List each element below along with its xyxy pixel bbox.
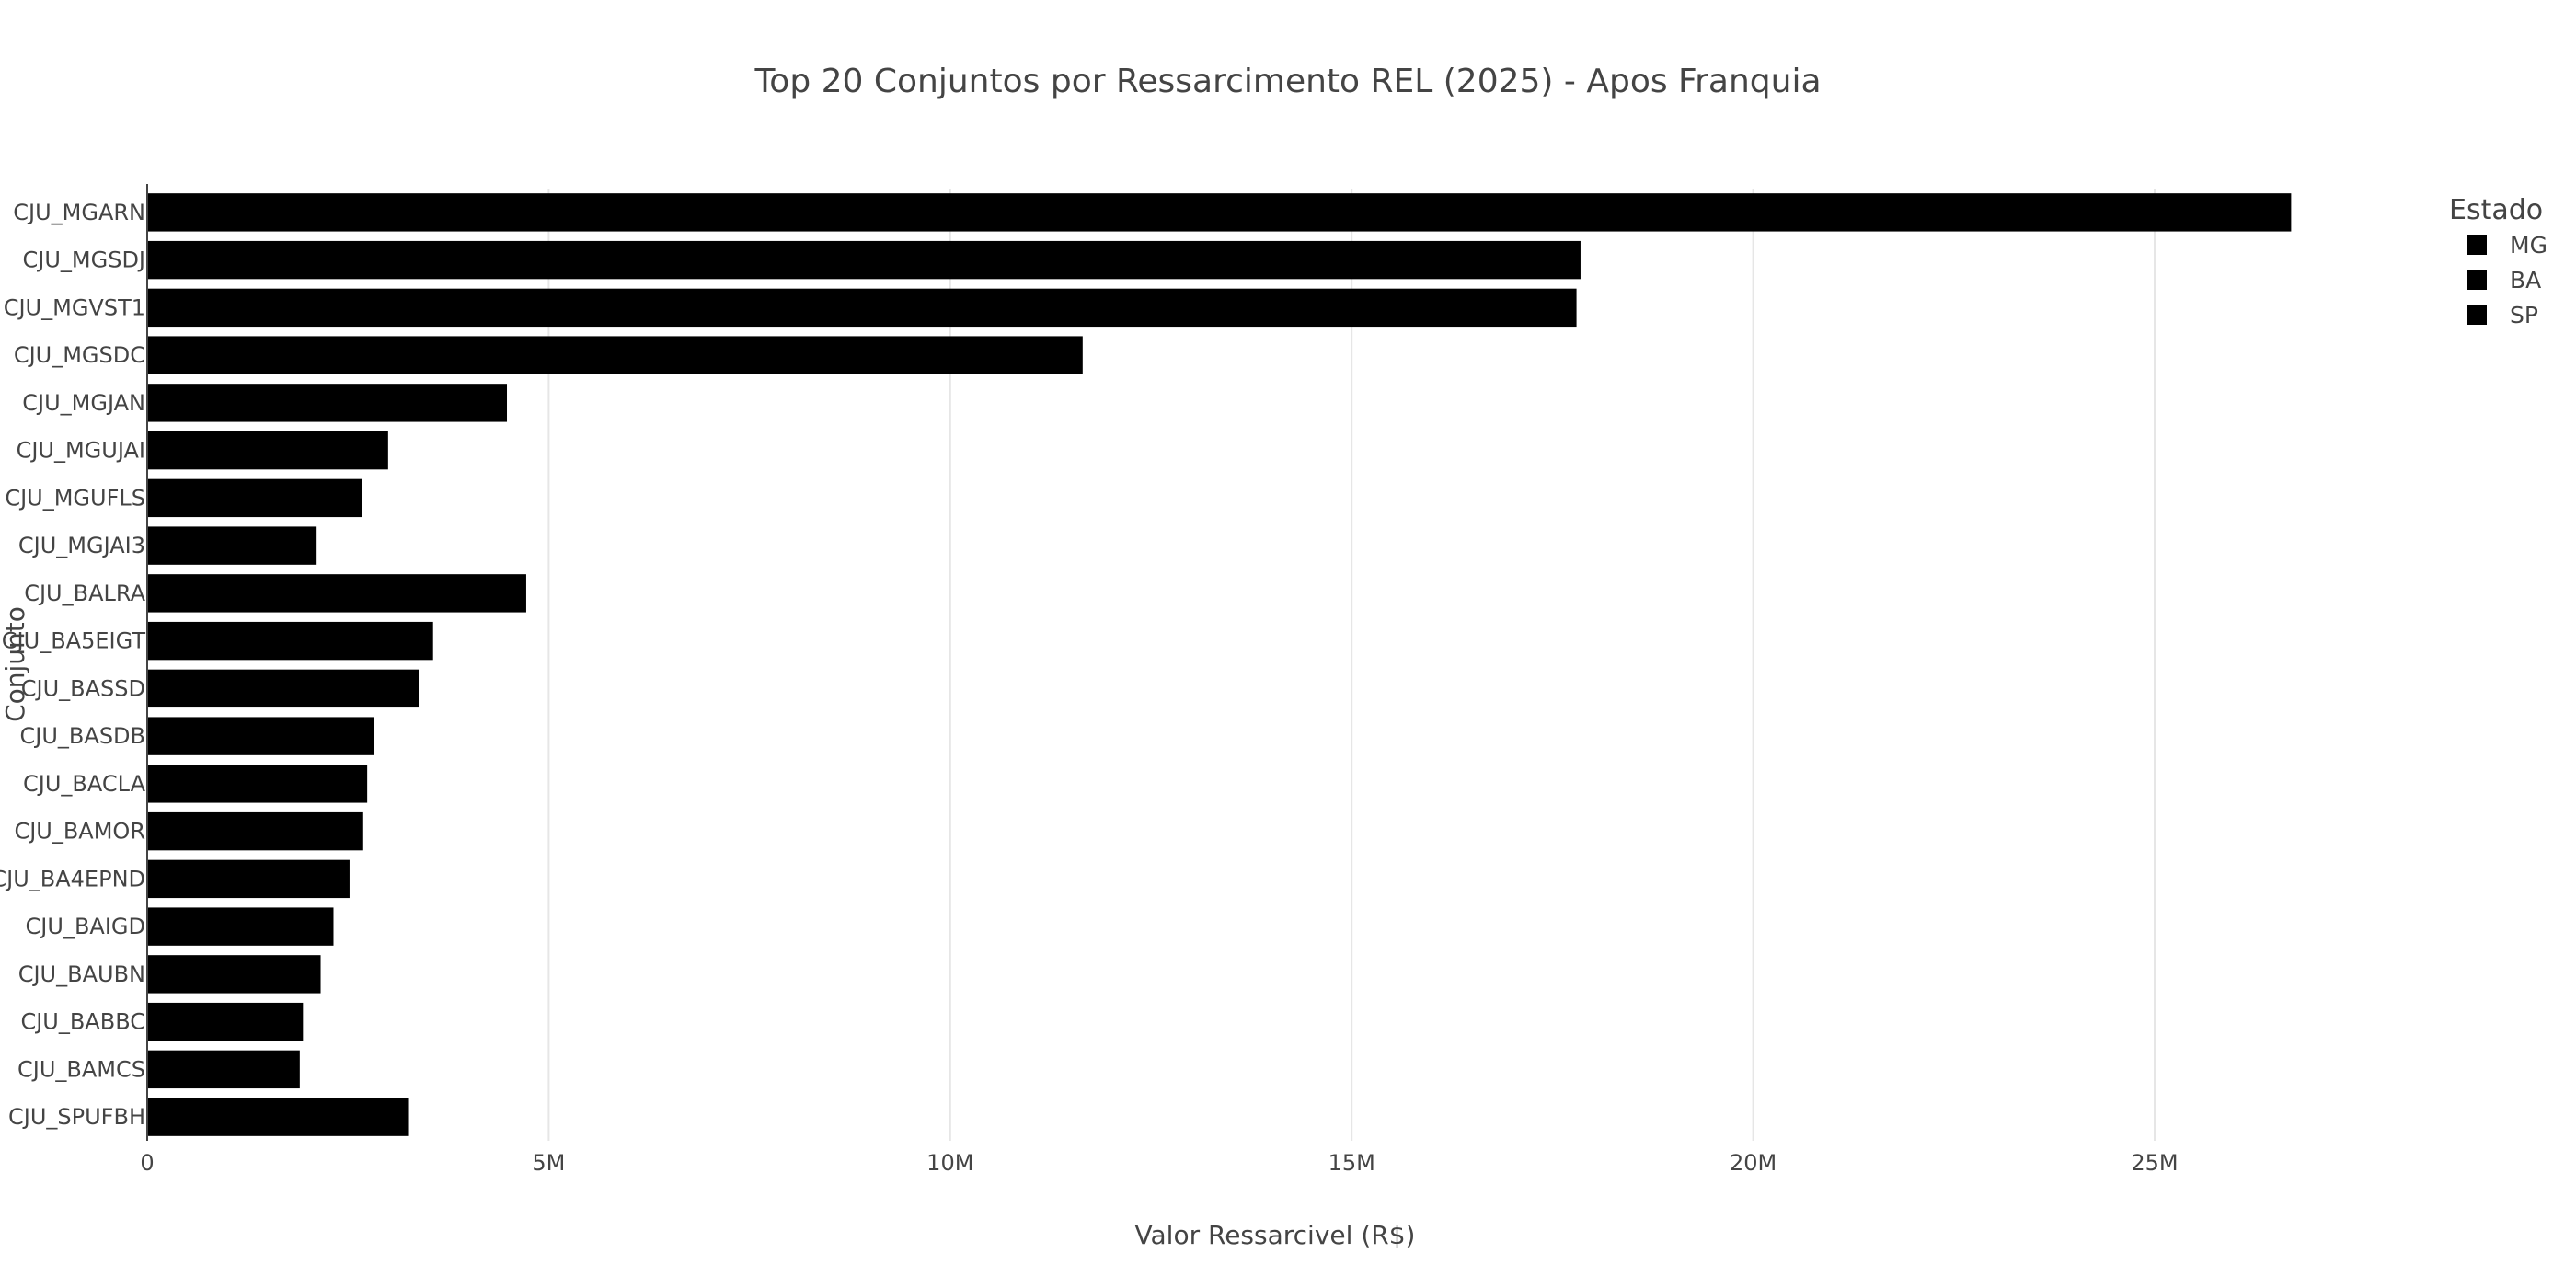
bar-cju-mgjai3[interactable]: [147, 526, 317, 565]
y-tick-label: CJU_MGARN: [13, 200, 145, 225]
y-tick-label: CJU_BAMOR: [14, 819, 145, 845]
y-tick-labels: CJU_MGARN CJU_MGSDJ CJU_MGVST1 CJU_MGSDC CJU…: [0, 200, 146, 1130]
bars: [147, 193, 2292, 1136]
x-tick-label: 0: [140, 1150, 154, 1176]
legend: Estado MG BA SP: [2449, 194, 2547, 328]
y-tick-label: CJU_BACLA: [23, 771, 146, 797]
x-tick-labels: 0 5M 10M 15M 20M 25M: [140, 1150, 2178, 1176]
y-tick-label: CJU_MGUJAI: [17, 438, 145, 464]
x-tick-label: 20M: [1730, 1150, 1777, 1176]
chart-title: Top 20 Conjuntos por Ressarcimento REL (…: [753, 63, 1821, 100]
legend-label-sp[interactable]: SP: [2510, 302, 2538, 328]
bar-cju-ba4epnd[interactable]: [147, 859, 350, 899]
bar-cju-baubn[interactable]: [147, 955, 321, 994]
y-tick-label: CJU_SPUFBH: [8, 1104, 145, 1130]
bar-cju-balra[interactable]: [147, 574, 526, 613]
y-tick-label: CJU_BAIGD: [26, 914, 145, 939]
x-axis-title: Valor Ressarcivel (R$): [1135, 1220, 1416, 1250]
bar-cju-mgufls[interactable]: [147, 478, 362, 518]
legend-items: MG BA SP: [2467, 232, 2547, 328]
y-tick-label: CJU_MGVST1: [4, 294, 145, 320]
x-tick-label: 5M: [532, 1150, 565, 1176]
y-axis-title: Conjunto: [0, 606, 30, 722]
y-tick-label: CJU_MGSDJ: [23, 247, 146, 273]
legend-swatch-ba[interactable]: [2467, 270, 2487, 290]
bar-cju-bacla[interactable]: [147, 765, 368, 803]
y-tick-label: CJU_MGSDC: [14, 342, 145, 368]
y-tick-label: CJU_BAUBN: [18, 961, 145, 987]
grid-lines: [547, 189, 2156, 1141]
bar-cju-bamor[interactable]: [147, 811, 363, 851]
y-tick-label: CJU_BASDB: [20, 723, 145, 749]
bar-cju-basdb[interactable]: [147, 717, 375, 755]
bar-cju-bamcs[interactable]: [147, 1050, 300, 1089]
bar-cju-mgjan[interactable]: [147, 384, 508, 422]
y-tick-label: CJU_BA5EIGT: [2, 628, 146, 654]
legend-swatch-mg[interactable]: [2467, 235, 2487, 255]
bar-cju-bassd[interactable]: [147, 669, 420, 708]
y-tick-label: CJU_BASSD: [21, 675, 145, 701]
bar-cju-ba5eigt[interactable]: [147, 621, 433, 661]
y-tick-label: CJU_BABBC: [20, 1009, 145, 1035]
legend-label-ba[interactable]: BA: [2510, 267, 2541, 293]
y-tick-label: CJU_MGJAI3: [18, 533, 145, 558]
bar-cju-spufbh[interactable]: [147, 1098, 409, 1136]
bar-cju-baigd[interactable]: [147, 907, 334, 946]
x-tick-label: 15M: [1328, 1150, 1375, 1176]
y-tick-label: CJU_BA4EPND: [0, 866, 145, 891]
bar-cju-mgvst1[interactable]: [147, 288, 1577, 328]
bar-cju-mgsdc[interactable]: [147, 336, 1083, 374]
bar-cju-babbc[interactable]: [147, 1002, 304, 1041]
y-tick-label: CJU_MGJAN: [22, 390, 145, 416]
x-tick-label: 10M: [926, 1150, 973, 1176]
y-tick-label: CJU_BALRA: [24, 581, 145, 606]
legend-title: Estado: [2449, 194, 2543, 226]
x-tick-label: 25M: [2131, 1150, 2178, 1176]
legend-label-mg[interactable]: MG: [2510, 232, 2547, 259]
legend-swatch-sp[interactable]: [2467, 305, 2487, 325]
bar-cju-mgujai[interactable]: [147, 431, 388, 470]
y-tick-label: CJU_BAMCS: [17, 1056, 145, 1082]
bar-cju-mgarn[interactable]: [147, 193, 2292, 232]
y-tick-label: CJU_MGUFLS: [5, 485, 145, 511]
bar-cju-mgsdj[interactable]: [147, 240, 1581, 280]
